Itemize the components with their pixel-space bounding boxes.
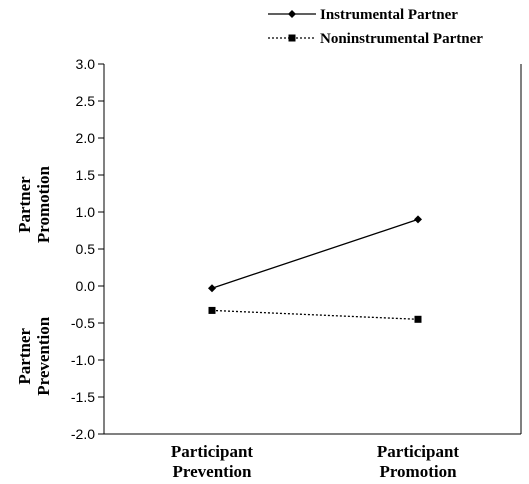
x-category-label: Participant <box>171 442 253 461</box>
data-point <box>414 315 422 323</box>
x-axis-categories: ParticipantPreventionParticipantPromotio… <box>171 442 459 481</box>
series-noninstrumental-partner <box>208 306 422 323</box>
series-instrumental-partner <box>208 215 422 293</box>
y-axis-label: Partner Prevention <box>15 316 53 396</box>
y-tick-label: -2.0 <box>71 426 95 442</box>
y-tick-label: 1.0 <box>76 204 96 220</box>
data-point <box>288 34 296 42</box>
series-line <box>211 218 419 289</box>
legend-item: Noninstrumental Partner <box>268 31 483 47</box>
y-tick-label: 3.0 <box>76 56 96 72</box>
plot-area <box>103 64 522 435</box>
series-layer <box>208 215 422 323</box>
y-axis-label: Partner Promotion <box>15 165 53 243</box>
y-tick-label: 2.5 <box>76 93 96 109</box>
y-tick-label: -0.5 <box>71 315 95 331</box>
y-axis-label-line: Prevention <box>34 316 53 396</box>
x-category-label: Participant <box>377 442 459 461</box>
data-point <box>208 306 216 314</box>
legend-item: Instrumental Partner <box>268 7 458 23</box>
y-tick-label: 1.5 <box>76 167 96 183</box>
y-tick-label: -1.0 <box>71 352 95 368</box>
data-point <box>288 10 296 18</box>
legend: Instrumental Partner Noninstrumental Part… <box>268 7 483 47</box>
y-axis-ticks: 3.0 2.5 2.0 1.5 1.0 0.5 0.0 -0.5 -1.0 -1.5 -2.0 <box>71 56 104 442</box>
x-category-label: Prevention <box>172 462 252 481</box>
data-point <box>414 215 422 224</box>
y-axis-label-line: Partner <box>15 176 34 233</box>
y-tick-label: 0.5 <box>76 241 96 257</box>
y-axis-label-line: Promotion <box>34 165 53 243</box>
y-tick-label: 2.0 <box>76 130 96 146</box>
data-point <box>208 284 216 293</box>
legend-label: Noninstrumental Partner <box>320 31 483 47</box>
x-category-label: Promotion <box>379 462 457 481</box>
y-tick-label: -1.5 <box>71 389 95 405</box>
series-line <box>211 309 419 320</box>
legend-label: Instrumental Partner <box>320 7 458 23</box>
y-tick-label: 0.0 <box>76 278 96 294</box>
y-axis-label-line: Partner <box>15 328 34 385</box>
